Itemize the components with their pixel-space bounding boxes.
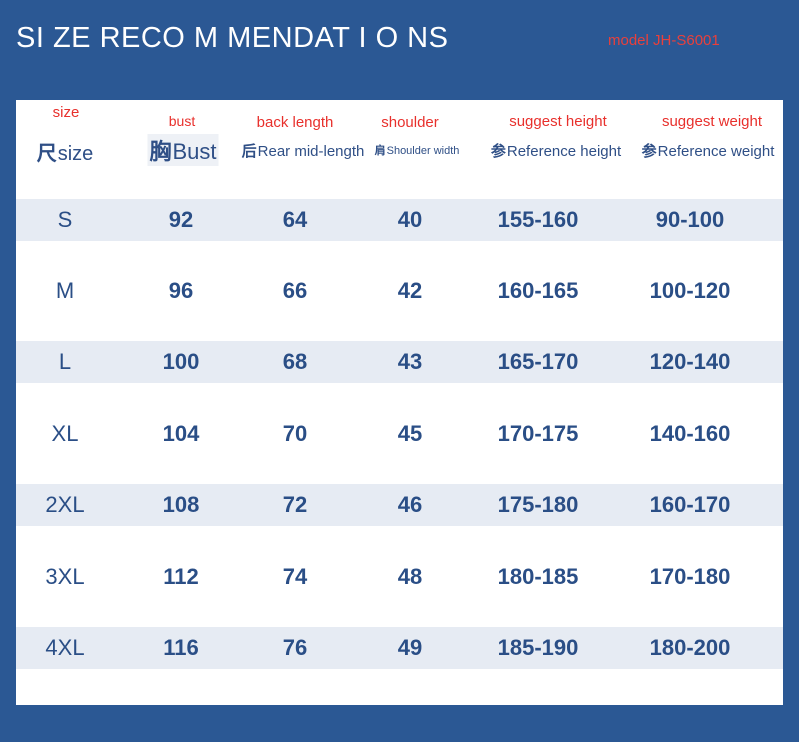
table-row: 3XL 112 74 48 180-185 170-180 — [16, 556, 783, 598]
cell-weight: 120-140 — [649, 349, 731, 374]
cell-size: 2XL — [45, 492, 85, 517]
cell-back: 66 — [282, 278, 308, 303]
header-height: 参Reference height — [491, 140, 621, 161]
table-row: 2XL 108 72 46 175-180 160-170 — [16, 484, 783, 526]
model-number: model JH-S6001 — [608, 32, 720, 49]
header-red-back-length: back length — [256, 114, 334, 131]
header-weight: 参Reference weight — [642, 140, 775, 161]
cell-bust: 112 — [163, 564, 199, 589]
cell-size: S — [57, 207, 73, 232]
cell-shoulder: 42 — [397, 278, 423, 303]
cell-weight: 170-180 — [649, 564, 731, 589]
header-shoulder-label: Shoulder width — [386, 145, 460, 157]
cell-size: 3XL — [45, 564, 85, 589]
header-red-suggest-weight: suggest weight — [661, 113, 763, 130]
back-glyph-icon: 后 — [241, 143, 257, 160]
cell-weight: 100-120 — [649, 278, 731, 303]
cell-shoulder: 46 — [397, 492, 423, 517]
cell-bust: 96 — [168, 278, 194, 303]
cell-shoulder: 43 — [397, 349, 423, 374]
cell-weight: 180-200 — [649, 635, 731, 660]
cell-height: 160-165 — [497, 278, 579, 303]
table-row: S 92 64 40 155-160 90-100 — [16, 199, 783, 241]
header-back-length: 后Rear mid-length — [242, 140, 365, 161]
cell-height: 180-185 — [497, 564, 579, 589]
cell-height: 185-190 — [497, 635, 579, 660]
cell-bust: 108 — [162, 492, 200, 517]
bust-glyph-icon: 胸 — [149, 139, 172, 164]
cell-shoulder: 48 — [397, 564, 423, 589]
header-bust: 胸Bust — [147, 134, 219, 166]
cell-back: 68 — [282, 349, 308, 374]
header-red-size: size — [52, 104, 80, 121]
cell-height: 170-175 — [497, 421, 579, 446]
weight-glyph-icon: 参 — [641, 143, 657, 160]
page-title: SI ZE RECO M MENDAT I O NS — [16, 22, 449, 54]
table-row: XL 104 70 45 170-175 140-160 — [16, 413, 783, 455]
table-row: 4XL 116 76 49 185-190 180-200 — [16, 627, 783, 669]
size-table: size bust back length shoulder suggest h… — [16, 100, 783, 705]
cell-weight: 90-100 — [655, 207, 725, 232]
cell-bust: 92 — [168, 207, 194, 232]
cell-height: 175-180 — [497, 492, 579, 517]
cell-back: 74 — [282, 564, 308, 589]
table-row: L 100 68 43 165-170 120-140 — [16, 341, 783, 383]
height-glyph-icon: 参 — [490, 143, 506, 160]
cell-back: 64 — [282, 207, 308, 232]
table-row: M 96 66 42 160-165 100-120 — [16, 270, 783, 312]
cell-height: 155-160 — [497, 207, 579, 232]
cell-back: 76 — [282, 635, 308, 660]
cell-weight: 140-160 — [649, 421, 731, 446]
header-height-label: Reference height — [506, 143, 622, 160]
header-weight-label: Reference weight — [657, 143, 775, 160]
cell-back: 72 — [282, 492, 308, 517]
header-size-label: size — [57, 143, 94, 165]
cell-height: 165-170 — [497, 349, 579, 374]
header-size: 尺size — [37, 137, 94, 166]
cell-shoulder: 40 — [397, 207, 423, 232]
header-back-length-label: Rear mid-length — [257, 143, 365, 160]
shoulder-glyph-icon: 肩 — [374, 145, 386, 157]
size-glyph-icon: 尺 — [36, 143, 57, 165]
header-shoulder: 肩Shoulder width — [375, 142, 460, 158]
cell-size: XL — [51, 421, 79, 446]
header-bust-label: Bust — [172, 139, 217, 164]
cell-bust: 104 — [162, 421, 200, 446]
cell-weight: 160-170 — [649, 492, 731, 517]
cell-size: 4XL — [45, 635, 85, 660]
table-header: size bust back length shoulder suggest h… — [16, 100, 783, 180]
cell-bust: 116 — [163, 635, 199, 660]
cell-shoulder: 45 — [397, 421, 423, 446]
cell-size: L — [58, 349, 72, 374]
cell-back: 70 — [282, 421, 308, 446]
header-red-bust: bust — [168, 113, 196, 129]
cell-size: M — [55, 278, 75, 303]
header-red-shoulder: shoulder — [381, 114, 439, 131]
cell-bust: 100 — [162, 349, 200, 374]
header-red-suggest-height: suggest height — [509, 113, 607, 130]
cell-shoulder: 49 — [397, 635, 423, 660]
